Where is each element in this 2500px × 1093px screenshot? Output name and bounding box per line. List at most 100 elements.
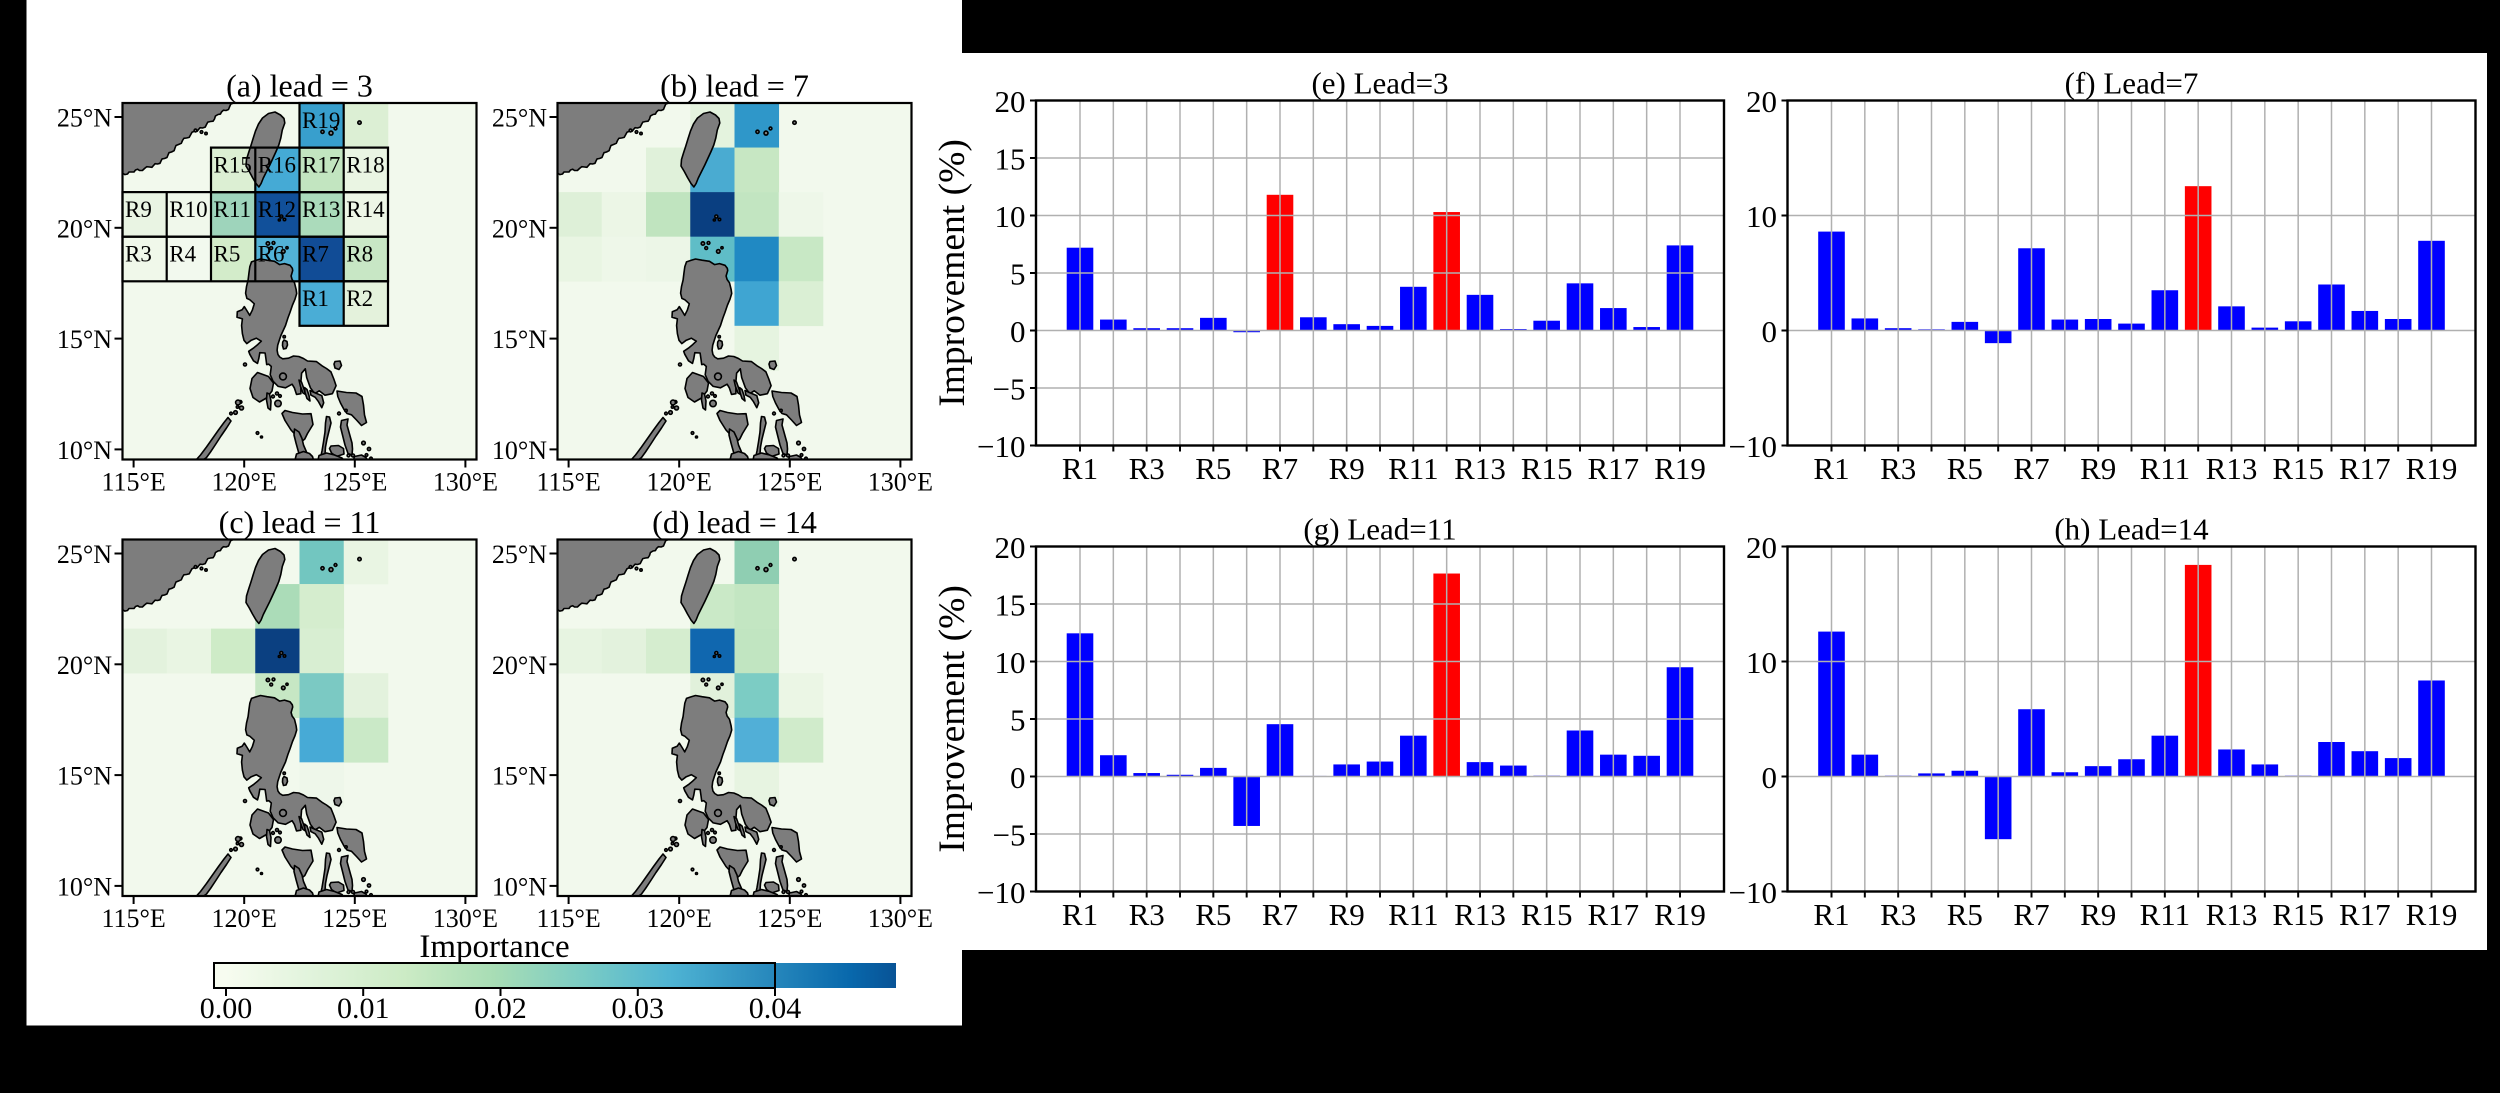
svg-text:25°N: 25°N xyxy=(57,540,112,569)
svg-text:R19: R19 xyxy=(302,108,340,133)
svg-text:R3: R3 xyxy=(1880,451,1916,486)
svg-text:5: 5 xyxy=(1010,703,1026,738)
svg-text:R9: R9 xyxy=(1329,451,1365,486)
svg-text:0.00: 0.00 xyxy=(200,992,253,1025)
svg-text:Improvement (%): Improvement (%) xyxy=(932,139,973,407)
svg-text:R5: R5 xyxy=(1195,451,1231,486)
svg-text:120°E: 120°E xyxy=(212,468,277,497)
svg-text:R1: R1 xyxy=(302,286,329,311)
svg-text:0: 0 xyxy=(1010,314,1026,349)
svg-text:20: 20 xyxy=(1746,84,1777,119)
svg-text:R18: R18 xyxy=(346,153,384,178)
svg-text:R6: R6 xyxy=(258,242,285,267)
svg-text:R7: R7 xyxy=(1262,451,1298,486)
svg-text:10: 10 xyxy=(1746,199,1777,234)
svg-text:R19: R19 xyxy=(1654,897,1706,932)
svg-text:R3: R3 xyxy=(125,242,152,267)
svg-text:25°N: 25°N xyxy=(492,540,547,569)
svg-text:20°N: 20°N xyxy=(492,651,547,680)
svg-text:−10: −10 xyxy=(1729,875,1777,910)
svg-text:10°N: 10°N xyxy=(57,872,112,901)
svg-text:0: 0 xyxy=(1010,760,1026,795)
svg-text:R8: R8 xyxy=(346,242,373,267)
svg-text:R11: R11 xyxy=(1388,897,1439,932)
svg-text:R17: R17 xyxy=(1587,897,1639,932)
svg-text:R17: R17 xyxy=(2339,451,2391,486)
svg-text:20: 20 xyxy=(995,84,1026,119)
svg-text:15°N: 15°N xyxy=(57,325,112,354)
svg-text:120°E: 120°E xyxy=(212,904,277,933)
svg-text:10: 10 xyxy=(995,645,1026,680)
svg-text:R13: R13 xyxy=(1454,897,1506,932)
svg-text:R3: R3 xyxy=(1129,451,1165,486)
svg-text:0.01: 0.01 xyxy=(337,992,390,1025)
svg-text:0.02: 0.02 xyxy=(474,992,527,1025)
svg-text:20: 20 xyxy=(1746,530,1777,565)
svg-text:25°N: 25°N xyxy=(57,104,112,133)
svg-text:(f) Lead=7: (f) Lead=7 xyxy=(2065,66,2199,101)
svg-text:130°E: 130°E xyxy=(433,468,498,497)
svg-text:130°E: 130°E xyxy=(433,904,498,933)
svg-text:R11: R11 xyxy=(2140,897,2191,932)
svg-text:R15: R15 xyxy=(214,153,252,178)
svg-text:(e) Lead=3: (e) Lead=3 xyxy=(1311,66,1448,101)
svg-text:130°E: 130°E xyxy=(868,904,933,933)
svg-text:R13: R13 xyxy=(2206,451,2258,486)
svg-text:R11: R11 xyxy=(214,197,252,222)
svg-text:10°N: 10°N xyxy=(57,436,112,465)
svg-text:R1: R1 xyxy=(1062,451,1098,486)
svg-text:125°E: 125°E xyxy=(322,468,387,497)
svg-text:R1: R1 xyxy=(1813,451,1849,486)
svg-text:120°E: 120°E xyxy=(647,904,712,933)
svg-text:(g) Lead=11: (g) Lead=11 xyxy=(1303,512,1456,547)
svg-text:R7: R7 xyxy=(2013,451,2049,486)
svg-text:25°N: 25°N xyxy=(492,104,547,133)
svg-text:115°E: 115°E xyxy=(536,904,600,933)
svg-text:115°E: 115°E xyxy=(101,904,165,933)
svg-text:130°E: 130°E xyxy=(868,468,933,497)
svg-text:R3: R3 xyxy=(1129,897,1165,932)
svg-text:R12: R12 xyxy=(258,197,296,222)
svg-text:R19: R19 xyxy=(2406,451,2458,486)
svg-text:15°N: 15°N xyxy=(57,762,112,791)
svg-text:10: 10 xyxy=(995,199,1026,234)
svg-text:R10: R10 xyxy=(169,197,207,222)
svg-text:R11: R11 xyxy=(1388,451,1439,486)
svg-text:R3: R3 xyxy=(1880,897,1916,932)
svg-text:−10: −10 xyxy=(977,429,1025,464)
svg-text:0: 0 xyxy=(1762,314,1778,349)
svg-text:R17: R17 xyxy=(2339,897,2391,932)
svg-text:R7: R7 xyxy=(2013,897,2049,932)
svg-text:R19: R19 xyxy=(2406,897,2458,932)
svg-text:R1: R1 xyxy=(1062,897,1098,932)
svg-text:R5: R5 xyxy=(1947,897,1983,932)
svg-text:R17: R17 xyxy=(302,153,340,178)
svg-text:R13: R13 xyxy=(1454,451,1506,486)
svg-text:(b) lead = 7: (b) lead = 7 xyxy=(660,68,809,104)
svg-text:(d) lead = 14: (d) lead = 14 xyxy=(652,504,817,540)
svg-text:(a) lead = 3: (a) lead = 3 xyxy=(226,68,373,104)
svg-text:5: 5 xyxy=(1010,257,1026,292)
svg-text:R13: R13 xyxy=(2206,897,2258,932)
svg-text:R7: R7 xyxy=(1262,897,1298,932)
svg-text:(c) lead = 11: (c) lead = 11 xyxy=(219,504,381,540)
svg-text:(h) Lead=14: (h) Lead=14 xyxy=(2054,512,2209,547)
svg-text:115°E: 115°E xyxy=(101,468,165,497)
svg-text:R15: R15 xyxy=(2272,451,2324,486)
svg-text:R9: R9 xyxy=(125,197,152,222)
svg-text:R7: R7 xyxy=(302,242,329,267)
svg-text:20°N: 20°N xyxy=(57,651,112,680)
svg-text:0.03: 0.03 xyxy=(612,992,665,1025)
svg-text:R13: R13 xyxy=(302,197,340,222)
svg-text:R9: R9 xyxy=(2080,451,2116,486)
svg-text:R15: R15 xyxy=(1521,451,1573,486)
svg-text:R19: R19 xyxy=(1654,451,1706,486)
svg-text:15: 15 xyxy=(995,142,1026,177)
svg-text:0: 0 xyxy=(1762,760,1778,795)
svg-text:−10: −10 xyxy=(1729,429,1777,464)
svg-text:R4: R4 xyxy=(169,242,196,267)
svg-text:125°E: 125°E xyxy=(757,904,822,933)
svg-text:125°E: 125°E xyxy=(757,468,822,497)
svg-text:Importance: Importance xyxy=(419,929,569,965)
svg-text:R16: R16 xyxy=(258,153,296,178)
